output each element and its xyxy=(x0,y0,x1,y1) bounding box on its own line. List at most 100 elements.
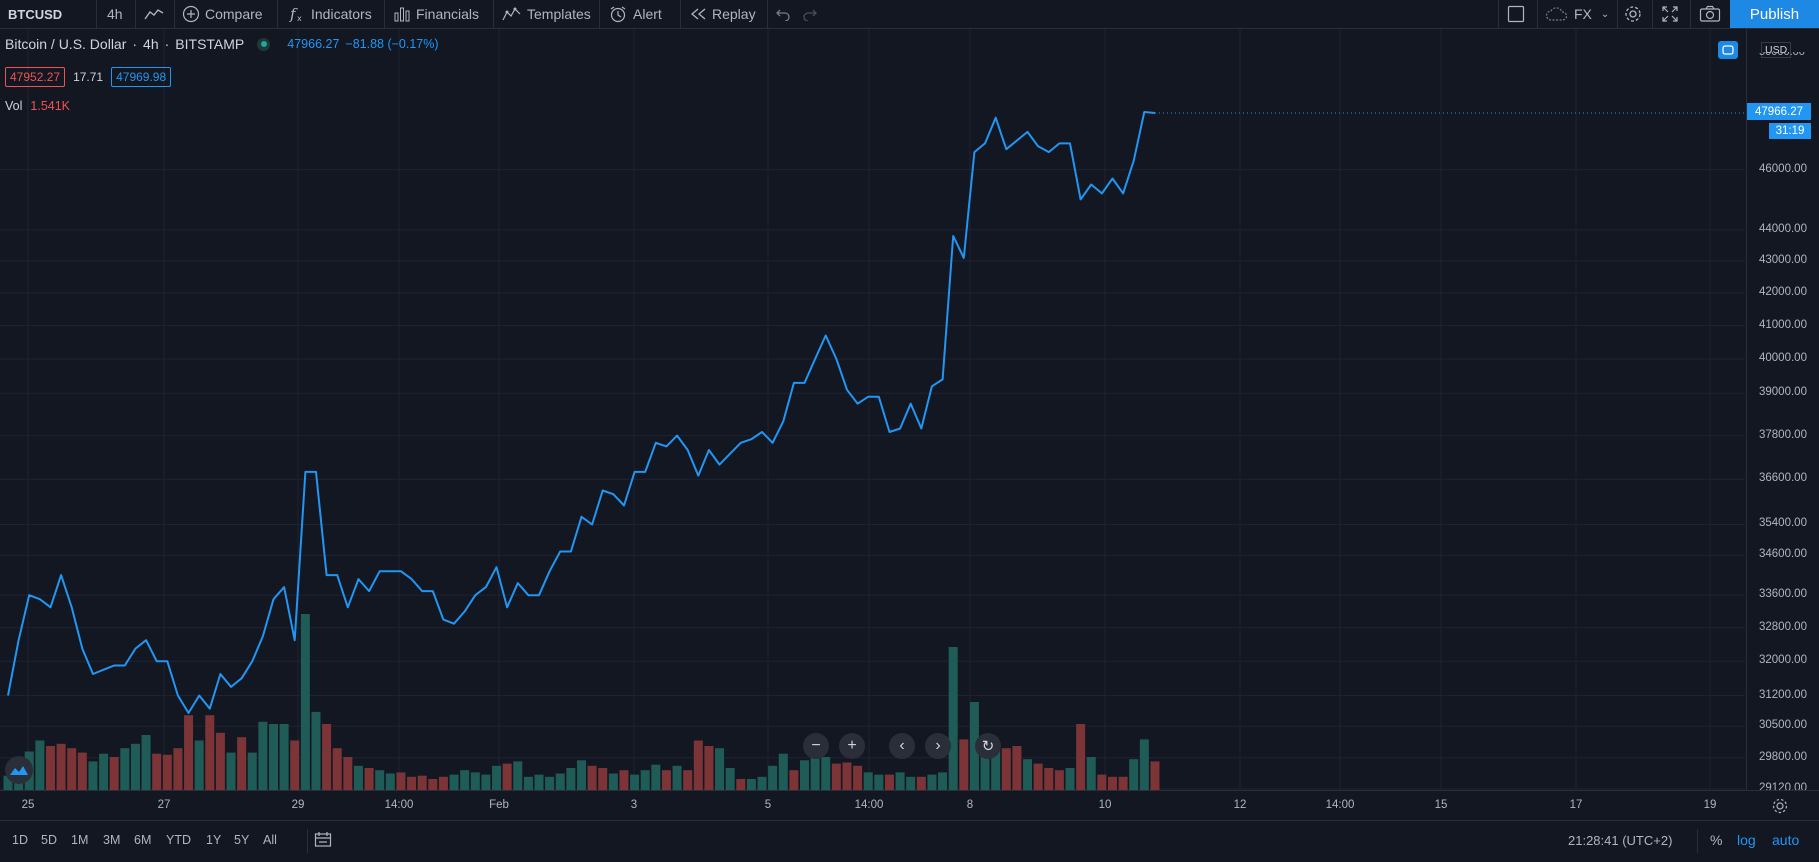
volume-bar xyxy=(587,765,597,790)
financials-label: Financials xyxy=(416,6,480,22)
price-tick: 42000.00 xyxy=(1759,285,1807,298)
clock-label[interactable]: 21:28:41 (UTC+2) xyxy=(1568,833,1673,848)
zoom-in-button[interactable]: + xyxy=(839,733,865,759)
cloud-icon xyxy=(1545,7,1568,21)
templates-button[interactable]: Templates xyxy=(502,0,591,28)
fx-cloud-button[interactable]: FX ⌄ xyxy=(1545,0,1609,28)
zoom-out-button[interactable]: − xyxy=(803,733,829,759)
range-button-5y[interactable]: 5Y xyxy=(234,833,250,847)
volume-bars xyxy=(3,614,1160,790)
volume-bar xyxy=(863,772,873,790)
range-button-5d[interactable]: 5D xyxy=(41,833,57,847)
price-tick: 33600.00 xyxy=(1759,588,1807,601)
chart-style-button[interactable] xyxy=(144,0,169,28)
publish-button[interactable]: Publish xyxy=(1730,0,1819,28)
camera-icon xyxy=(1699,5,1721,22)
volume-bar xyxy=(88,761,98,790)
range-button-ytd[interactable]: YTD xyxy=(166,833,191,847)
range-button-1m[interactable]: 1M xyxy=(71,833,89,847)
price-axis-mode-icon[interactable] xyxy=(1718,41,1738,59)
logo-icon xyxy=(5,756,33,784)
time-tick: 27 xyxy=(157,799,171,811)
spread-value: 17.71 xyxy=(73,70,104,84)
currency-label[interactable]: USD xyxy=(1761,42,1792,58)
sell-price-box[interactable]: 47952.27 xyxy=(5,67,66,87)
toolbar-divider xyxy=(174,0,175,28)
time-axis[interactable]: 25 27 29 14:00 Feb 3 5 14:00 8 10 12 14:00 15 17 19 xyxy=(0,790,1819,821)
toolbar-divider xyxy=(1652,0,1653,28)
time-tick: 14:00 xyxy=(384,799,414,811)
volume-bar xyxy=(630,774,640,790)
replay-button[interactable]: Replay xyxy=(689,0,756,28)
snapshot-button[interactable] xyxy=(1699,0,1726,28)
alert-button[interactable]: Alert xyxy=(608,0,662,28)
volume-bar xyxy=(56,743,66,790)
volume-bar xyxy=(555,773,565,790)
buy-price-box[interactable]: 47969.98 xyxy=(111,67,172,87)
scroll-right-button[interactable]: › xyxy=(925,733,951,759)
toolbar-divider xyxy=(1617,0,1618,28)
undo-icon xyxy=(776,9,790,21)
settings-button[interactable] xyxy=(1623,0,1648,28)
volume-bar xyxy=(481,774,491,790)
price-chart[interactable] xyxy=(0,29,1745,790)
bar-chart-icon xyxy=(394,7,410,22)
undo-button[interactable] xyxy=(775,0,796,28)
percent-scale-button[interactable]: % xyxy=(1710,832,1723,848)
volume-bar xyxy=(332,748,342,790)
redo-button[interactable] xyxy=(802,0,823,28)
volume-bar xyxy=(45,746,55,790)
price-tick: 29120.00 xyxy=(1759,782,1807,794)
volume-bar xyxy=(736,779,746,790)
market-open-dot xyxy=(257,37,271,51)
fullscreen-button[interactable] xyxy=(1661,0,1684,28)
volume-bar xyxy=(619,770,629,790)
volume-bar xyxy=(428,779,438,790)
reset-chart-button[interactable]: ↻ xyxy=(975,733,1001,759)
volume-bar xyxy=(492,765,502,790)
range-button-6m[interactable]: 6M xyxy=(134,833,152,847)
log-scale-button[interactable]: log xyxy=(1737,832,1756,848)
bottom-divider xyxy=(1697,829,1698,853)
price-tick: 31200.00 xyxy=(1759,688,1807,701)
calendar-icon xyxy=(314,832,332,847)
scroll-left-button[interactable]: ‹ xyxy=(889,733,915,759)
volume-bar xyxy=(927,774,937,790)
svg-text:f: f xyxy=(289,5,298,23)
volume-bar xyxy=(311,711,321,790)
volume-bar xyxy=(704,746,714,790)
range-button-3m[interactable]: 3M xyxy=(103,833,121,847)
financials-button[interactable]: Financials xyxy=(393,0,479,28)
volume-bar xyxy=(300,614,310,790)
volume-bar xyxy=(1033,763,1043,790)
time-tick: 14:00 xyxy=(1325,799,1355,811)
range-button-1d[interactable]: 1D xyxy=(12,833,28,847)
volume-bar xyxy=(672,765,682,790)
toolbar-divider xyxy=(277,0,278,28)
volume-bar xyxy=(1076,724,1086,790)
volume-bar xyxy=(290,740,300,790)
range-button-all[interactable]: All xyxy=(263,833,277,847)
minus-icon: − xyxy=(811,737,821,754)
rewind-icon xyxy=(690,8,706,20)
volume-bar xyxy=(194,740,204,790)
layout-button[interactable] xyxy=(1507,0,1530,28)
price-axis[interactable]: USD 50000.00 46000.00 44000.00 43000.00 420… xyxy=(1746,29,1819,794)
range-button-1y[interactable]: 1Y xyxy=(206,833,222,847)
symbol-search-button[interactable]: BTCUSD xyxy=(8,6,63,22)
volume-bar xyxy=(778,753,788,790)
volume-bar xyxy=(258,721,268,790)
volume-bar xyxy=(1044,768,1054,790)
interval-button[interactable]: 4h xyxy=(107,6,123,22)
compare-button[interactable]: Compare xyxy=(182,0,263,28)
plus-icon: + xyxy=(847,737,857,754)
volume-bar xyxy=(407,776,417,790)
legend-exchange: BITSTAMP xyxy=(175,36,245,52)
axis-settings-icon[interactable] xyxy=(1770,796,1790,816)
auto-scale-button[interactable]: auto xyxy=(1772,832,1800,848)
goto-date-button[interactable] xyxy=(314,831,332,854)
volume-bar xyxy=(757,776,767,790)
volume-bar xyxy=(130,743,140,790)
time-tick: 10 xyxy=(1098,799,1112,811)
